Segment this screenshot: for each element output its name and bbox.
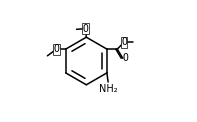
Text: O: O (121, 37, 127, 47)
Text: O: O (122, 53, 128, 63)
Text: NH₂: NH₂ (99, 84, 117, 94)
Text: O: O (83, 24, 89, 34)
Text: O: O (54, 44, 59, 54)
